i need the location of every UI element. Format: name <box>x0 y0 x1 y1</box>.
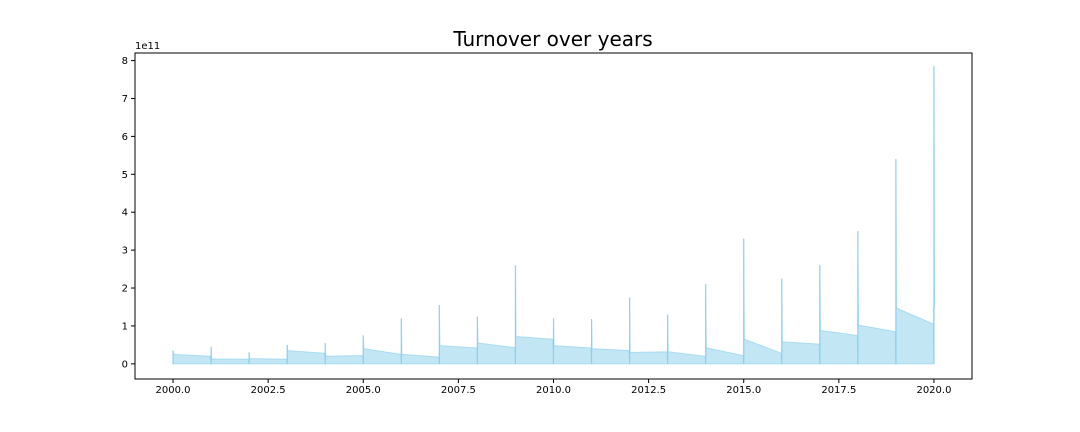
y-tick-label: 1 <box>122 321 128 332</box>
x-tick-label: 2005.0 <box>346 385 381 396</box>
x-axis: 2000.0 2002.5 2005.0 2007.5 2010.0 2012.5 2015… <box>156 379 951 396</box>
x-tick-label: 2017.5 <box>821 385 856 396</box>
y-axis: 0 1 2 3 4 5 6 7 8 <box>122 56 135 370</box>
x-tick-label: 2012.5 <box>631 385 666 396</box>
y-tick-label: 6 <box>122 132 128 143</box>
x-tick-label: 2000.0 <box>156 385 191 396</box>
y-offset-label: 1e11 <box>135 41 160 52</box>
y-tick-label: 0 <box>122 359 128 370</box>
y-tick-label: 8 <box>122 56 128 67</box>
y-tick-label: 4 <box>122 208 128 219</box>
y-tick-label: 7 <box>122 94 128 105</box>
y-tick-label: 5 <box>122 170 128 181</box>
x-tick-label: 2007.5 <box>441 385 476 396</box>
x-tick-label: 2015.0 <box>726 385 761 396</box>
area-series <box>171 66 936 365</box>
x-tick-label: 2020.0 <box>916 385 951 396</box>
x-tick-label: 2010.0 <box>536 385 571 396</box>
x-tick-label: 2002.5 <box>251 385 286 396</box>
y-tick-label: 2 <box>122 284 128 295</box>
y-tick-label: 3 <box>122 246 128 257</box>
chart-title: Turnover over years <box>452 27 652 51</box>
